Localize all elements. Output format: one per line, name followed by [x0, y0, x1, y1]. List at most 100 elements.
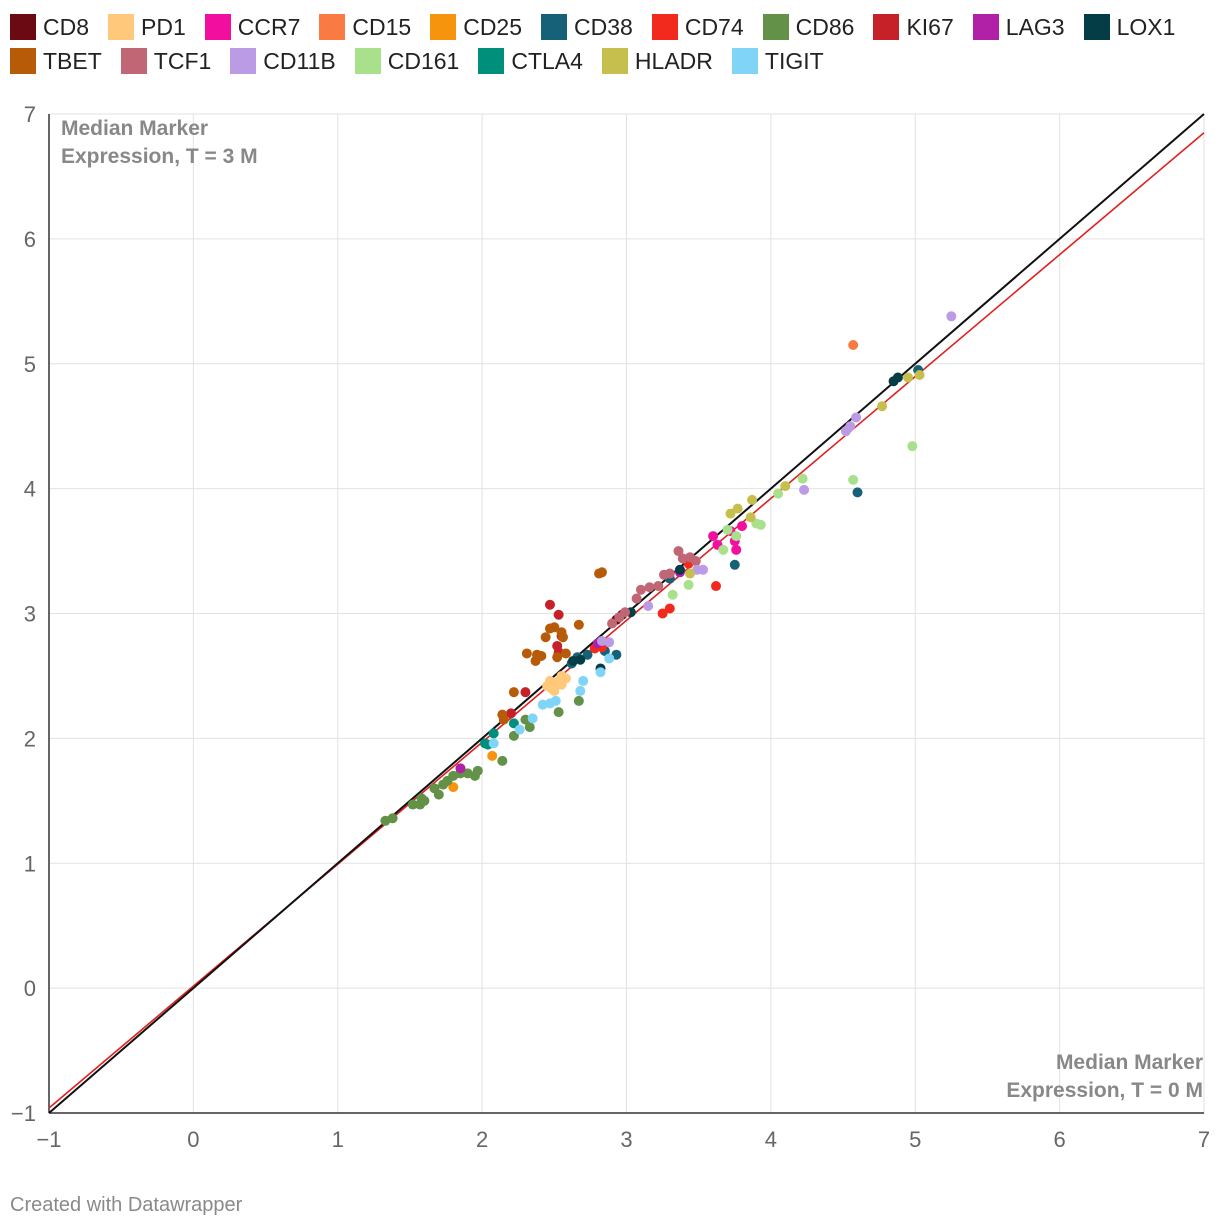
data-point — [852, 487, 863, 498]
data-point — [419, 795, 430, 806]
data-point — [722, 524, 733, 535]
legend-swatch — [10, 48, 36, 74]
legend-swatch — [1083, 14, 1110, 40]
data-point — [907, 441, 918, 452]
data-point — [497, 755, 508, 766]
legend-swatch — [731, 48, 758, 74]
data-point — [549, 685, 560, 696]
legend-label: LOX1 — [1116, 13, 1176, 40]
legend-row: TBET TCF1 CD11B CD161 CTLA4 HLADR TIGIT — [10, 44, 1215, 78]
data-point — [575, 685, 586, 696]
legend-swatch — [204, 14, 231, 40]
legend-label: CD86 — [795, 13, 855, 40]
legend-label: CD38 — [574, 13, 633, 40]
x-tick-label: 5 — [909, 1127, 921, 1152]
data-point — [544, 599, 555, 610]
data-point — [892, 372, 903, 383]
legend-item-hladr: HLADR — [601, 47, 713, 75]
data-point — [657, 608, 668, 619]
legend-label: CD25 — [463, 13, 523, 40]
data-point — [520, 687, 531, 698]
legend-swatch — [478, 48, 505, 74]
data-point — [797, 473, 808, 484]
legend-swatch — [108, 14, 135, 40]
data-point — [848, 474, 859, 485]
legend-item-ccr7: CCR7 — [204, 14, 300, 41]
data-point — [845, 421, 856, 432]
legend-label: HLADR — [634, 47, 713, 74]
y-tick-label: 3 — [24, 602, 36, 627]
data-point — [521, 648, 532, 659]
x-axis-label-line-2: Expression, T = 0 M — [1006, 1079, 1203, 1102]
y-axis-label-line-2: Expression, T = 3 M — [61, 145, 258, 168]
data-point — [718, 544, 729, 555]
legend-label: CD74 — [684, 13, 744, 40]
data-point — [604, 637, 615, 648]
legend-item-lag3: LAG3 — [972, 14, 1065, 41]
data-point — [674, 564, 685, 575]
data-point — [557, 632, 568, 643]
x-tick-label: 7 — [1198, 1127, 1210, 1152]
data-point — [595, 667, 606, 678]
data-point — [914, 369, 925, 380]
series-cd11b — [596, 311, 957, 648]
data-point — [552, 652, 563, 663]
legend-item-cd86: CD86 — [762, 13, 855, 41]
data-point — [667, 589, 678, 600]
legend-item-cd8: CD8 — [10, 14, 89, 41]
data-point — [560, 648, 571, 659]
legend-label: CD11B — [263, 47, 336, 74]
y-tick-label: 1 — [24, 851, 36, 876]
series-tigit — [488, 653, 615, 749]
data-point — [550, 695, 561, 706]
x-tick-label: 2 — [476, 1127, 488, 1152]
data-point — [635, 584, 646, 595]
legend-item-pd1: PD1 — [108, 14, 186, 41]
data-point — [544, 675, 555, 686]
data-point — [731, 531, 742, 542]
data-point — [745, 512, 756, 523]
data-point — [903, 372, 914, 383]
legend-item-ki67: KI67 — [873, 14, 954, 41]
data-point — [407, 799, 418, 810]
data-point — [711, 581, 722, 592]
series-cd161 — [667, 441, 918, 600]
data-point — [673, 546, 684, 557]
legend-swatch — [873, 14, 900, 40]
legend-label: CD8 — [43, 13, 90, 40]
x-tick-label: −1 — [36, 1127, 61, 1152]
data-point — [596, 567, 607, 578]
legend-swatch — [601, 48, 628, 74]
data-point — [553, 707, 564, 718]
data-point — [472, 765, 483, 776]
legend-swatch — [319, 14, 346, 40]
legend-item-tcf1: TCF1 — [120, 48, 211, 75]
legend-item-cd38: CD38 — [541, 14, 633, 41]
y-tick-label: 2 — [24, 726, 36, 751]
data-point — [799, 484, 810, 495]
chart-legend: CD8 PD1 CCR7 CD15 CD25 CD38 CD74 CD86 KI67 LAG3 LO… — [10, 10, 1215, 78]
footer-credit: Created with Datawrapper — [10, 1194, 243, 1216]
legend-label: CD15 — [352, 13, 412, 40]
y-tick-label: 0 — [24, 976, 36, 1001]
legend-swatch — [10, 14, 36, 40]
data-point — [524, 722, 535, 733]
data-point — [877, 401, 888, 412]
series-hladr — [685, 369, 925, 579]
data-point — [536, 650, 547, 661]
series-cd86 — [380, 695, 584, 826]
legend-swatch — [541, 14, 568, 40]
legend-label: CD161 — [387, 47, 460, 74]
data-point — [527, 713, 538, 724]
legend-row: CD8 PD1 CCR7 CD15 CD25 CD38 CD74 CD86 KI67 LAG3 LO… — [10, 10, 1215, 44]
legend-item-tigit: TIGIT — [731, 48, 824, 75]
data-point — [549, 622, 560, 633]
data-point — [851, 412, 862, 423]
data-point — [540, 632, 551, 643]
data-point — [698, 564, 709, 575]
data-point — [506, 708, 516, 719]
legend-item-ctla4: CTLA4 — [478, 48, 583, 75]
data-point — [690, 556, 701, 567]
x-tick-label: 0 — [187, 1127, 199, 1152]
data-point — [664, 603, 675, 614]
